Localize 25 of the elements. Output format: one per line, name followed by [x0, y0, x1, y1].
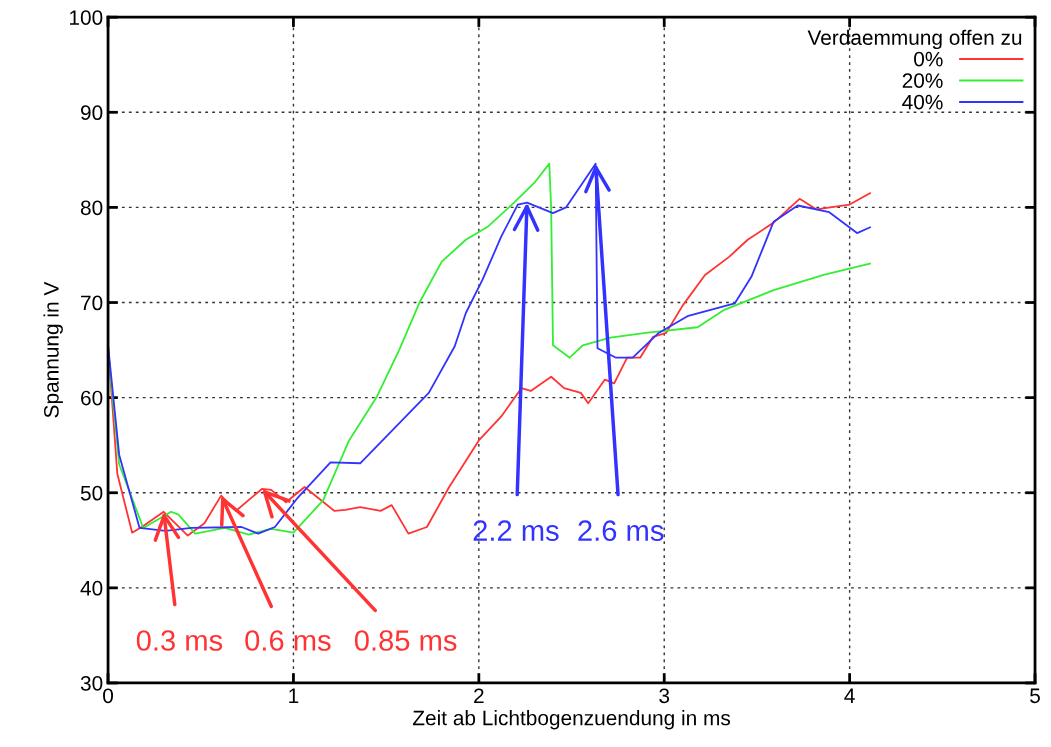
y-tick-label: 40 — [80, 580, 103, 596]
legend-label: 20% — [902, 73, 943, 88]
x-tick-label: 4 — [844, 688, 855, 703]
annotation: 2.2 ms — [473, 520, 559, 542]
annotation: 2.6 ms — [578, 520, 664, 542]
x-tick-label: 2 — [474, 688, 484, 703]
legend-title: Verdaemmung offen zu — [807, 29, 1022, 50]
y-axis-title: Spannung in V — [43, 281, 63, 418]
x-tick-label: 5 — [1030, 688, 1040, 704]
y-tick-label: 30 — [80, 675, 103, 691]
annotation: 0.6 ms — [245, 630, 331, 651]
y-tick-label: 60 — [81, 390, 103, 406]
y-tick-label: 70 — [81, 295, 103, 311]
y-tick-label: 80 — [80, 200, 103, 216]
legend-label: 0% — [914, 51, 943, 67]
y-tick-label: 50 — [80, 485, 103, 501]
y-tick-label: 100 — [70, 10, 103, 25]
annotation: 0.85 ms — [354, 630, 457, 651]
x-tick-label: 0 — [103, 688, 114, 704]
x-axis-title: Zeit ab Lichtbogenzuendung in ms — [412, 710, 731, 730]
y-tick-label: 90 — [80, 105, 103, 121]
x-tick-label: 1 — [289, 688, 299, 703]
x-tick-label: 3 — [659, 688, 670, 704]
legend-label: 40% — [902, 94, 943, 110]
annotation: 0.3 ms — [136, 630, 223, 651]
